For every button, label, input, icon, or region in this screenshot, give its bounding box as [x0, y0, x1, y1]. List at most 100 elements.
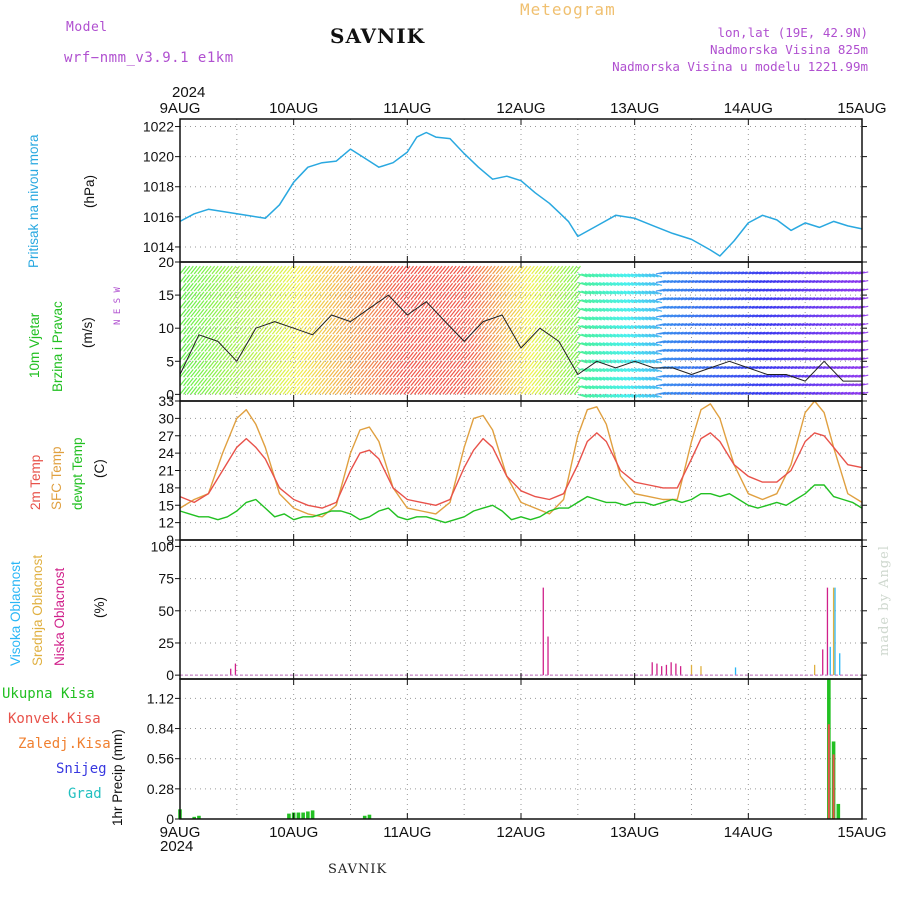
wind-barb [403, 308, 411, 318]
wind-barb [822, 340, 833, 344]
wind-barb [524, 291, 532, 301]
wind-barb [801, 314, 812, 318]
wind-barb [652, 290, 663, 295]
wind-barb [410, 377, 418, 387]
wind-barb [431, 343, 439, 352]
wind-barb [435, 377, 443, 387]
wind-barb [805, 383, 816, 387]
wind-barb [716, 279, 727, 284]
wind-barb [769, 365, 780, 370]
wind-barb [360, 368, 368, 378]
wind-barb [780, 322, 791, 327]
wind-barb [200, 377, 208, 387]
wind-barb [524, 343, 532, 352]
wind-barb [257, 351, 265, 361]
wind-barb [495, 282, 503, 292]
wind-barb [545, 282, 553, 292]
wind-barb [367, 274, 375, 283]
wind-barb [726, 288, 737, 292]
wind-barb [477, 308, 486, 318]
wind-barb [445, 360, 454, 369]
wind-barb [801, 331, 812, 335]
wind-barb [833, 357, 844, 361]
wind-barb [719, 391, 730, 395]
wind-barb [801, 357, 812, 361]
wind-barb [328, 325, 336, 335]
wind-barb [613, 393, 624, 398]
wind-barb [495, 386, 503, 395]
wind-barb [755, 391, 766, 395]
wind-barb [808, 322, 819, 327]
wind-barb [744, 357, 755, 361]
wind-barb [762, 288, 773, 292]
wind-barb [346, 308, 354, 318]
wind-barb [602, 385, 613, 390]
wind-barb [797, 322, 808, 327]
wind-barb [381, 368, 390, 378]
wind-barb [353, 282, 361, 292]
wind-barb [520, 325, 528, 335]
wind-barb [638, 376, 648, 381]
wind-barb [556, 308, 564, 318]
wind-barb [655, 297, 666, 301]
wind-barb [744, 297, 755, 301]
wind-barb [677, 391, 688, 395]
wind-barb [837, 391, 848, 395]
wind-barb [812, 322, 823, 327]
wind-barb [307, 317, 315, 326]
wind-barb [844, 314, 855, 318]
wind-barb [499, 351, 507, 361]
wind-barb [581, 324, 592, 330]
wind-barb [787, 340, 798, 344]
wind-barb [719, 374, 730, 378]
wind-barb [787, 357, 798, 361]
wind-barb [275, 265, 283, 275]
wind-barb [815, 340, 826, 344]
wind-barb [833, 314, 844, 318]
wind-barb [293, 274, 301, 283]
wind-barb [360, 265, 368, 275]
wind-barb [638, 316, 648, 321]
wind-barb [513, 308, 521, 318]
wind-barb [538, 291, 546, 301]
wind-barb [321, 325, 329, 335]
wind-barb [367, 325, 375, 335]
wind-barb [520, 377, 528, 387]
wind-barb [673, 279, 684, 284]
wind-barb [815, 331, 826, 335]
wind-barb [744, 288, 755, 292]
wind-barb [353, 325, 361, 335]
wind-barb [556, 360, 564, 369]
wind-barb [744, 365, 755, 370]
wind-barb [485, 351, 493, 361]
wind-barb [453, 368, 461, 378]
wind-barb [513, 291, 521, 301]
wind-barb [346, 300, 354, 309]
wind-barb [509, 300, 518, 309]
wind-barb [211, 334, 219, 344]
wind-barb [698, 288, 709, 292]
wind-barb [339, 351, 347, 361]
wind-barb [680, 374, 691, 378]
wind-barb [638, 393, 648, 398]
wind-barb [318, 274, 326, 283]
wind-barb [232, 308, 240, 318]
wind-barb [268, 334, 276, 344]
wind-barb [463, 325, 471, 335]
wind-barb [502, 343, 510, 352]
wind-barb [837, 322, 848, 327]
wind-barb [833, 271, 844, 275]
wind-barb [613, 385, 624, 390]
wind-barb [801, 322, 812, 327]
wind-barb [296, 300, 304, 309]
wind-barb [794, 357, 805, 361]
wind-barb [296, 351, 304, 361]
wind-barb [186, 274, 194, 283]
wind-barb [854, 374, 865, 378]
wind-barb [641, 307, 652, 312]
wind-barb [627, 342, 638, 347]
wind-barb [456, 265, 464, 275]
wind-barb [229, 274, 237, 283]
x-tick-label-bottom: 15AUG [837, 824, 886, 841]
wind-barb [289, 377, 297, 387]
